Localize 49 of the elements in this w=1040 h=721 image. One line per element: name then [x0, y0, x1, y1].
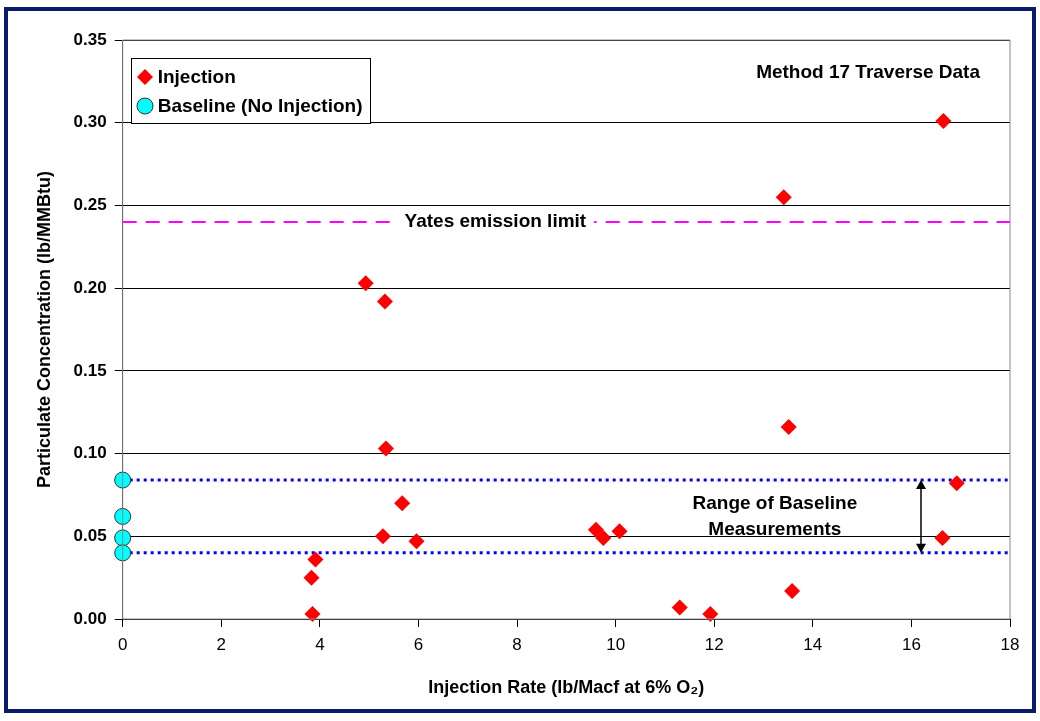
- annotation: Range of Baseline Measurements: [692, 491, 858, 539]
- point: [784, 582, 801, 599]
- x-tick-label: 14: [803, 634, 823, 654]
- point: [114, 471, 132, 489]
- y-axis-title: Particulate Concentration (lb/MMBtu): [33, 170, 54, 489]
- y-tick-label: 0.15: [73, 360, 107, 380]
- x-axis-title: Injection Rate (lb/Macf at 6% O₂): [428, 677, 705, 698]
- point: [394, 495, 411, 512]
- point: [357, 275, 374, 292]
- point: [408, 533, 425, 550]
- point: [948, 475, 965, 492]
- point: [775, 189, 792, 206]
- point: [935, 113, 952, 130]
- point: [307, 551, 324, 568]
- point: [303, 569, 320, 586]
- y-tick-label: 0.00: [73, 608, 107, 628]
- point: [377, 440, 394, 457]
- x-tick-label: 4: [315, 634, 325, 654]
- point: [114, 507, 132, 525]
- point: [934, 529, 951, 546]
- point: [671, 599, 688, 616]
- x-tick-label: 12: [704, 634, 724, 654]
- x-tick-label: 0: [117, 634, 128, 654]
- legend-label: Baseline (No Injection): [157, 94, 363, 117]
- point: [595, 529, 612, 546]
- point: [114, 544, 132, 562]
- point: [780, 419, 797, 436]
- point: [304, 606, 321, 623]
- point: [114, 529, 132, 547]
- x-tick-label: 8: [512, 634, 522, 654]
- legend-label: Injection: [157, 65, 236, 88]
- y-tick-label: 0.20: [73, 277, 107, 297]
- x-tick-label: 6: [413, 634, 424, 654]
- text: Method 17 Traverse Data: [756, 61, 981, 83]
- point: [611, 523, 628, 540]
- y-tick-label: 0.35: [73, 29, 107, 49]
- y-tick-label: 0.10: [73, 443, 107, 463]
- x-tick-label: 10: [606, 634, 626, 654]
- point: [374, 528, 391, 545]
- y-tick-label: 0.05: [73, 525, 107, 545]
- point: [376, 293, 393, 310]
- point: [587, 521, 604, 538]
- x-tick-label: 16: [901, 634, 921, 654]
- point: [702, 606, 719, 623]
- ref-line-label: Yates emission limit: [404, 210, 587, 232]
- y-tick-label: 0.30: [73, 112, 107, 132]
- x-tick-label: 18: [1000, 634, 1020, 654]
- y-tick-label: 0.25: [73, 195, 107, 215]
- x-tick-label: 2: [216, 634, 227, 654]
